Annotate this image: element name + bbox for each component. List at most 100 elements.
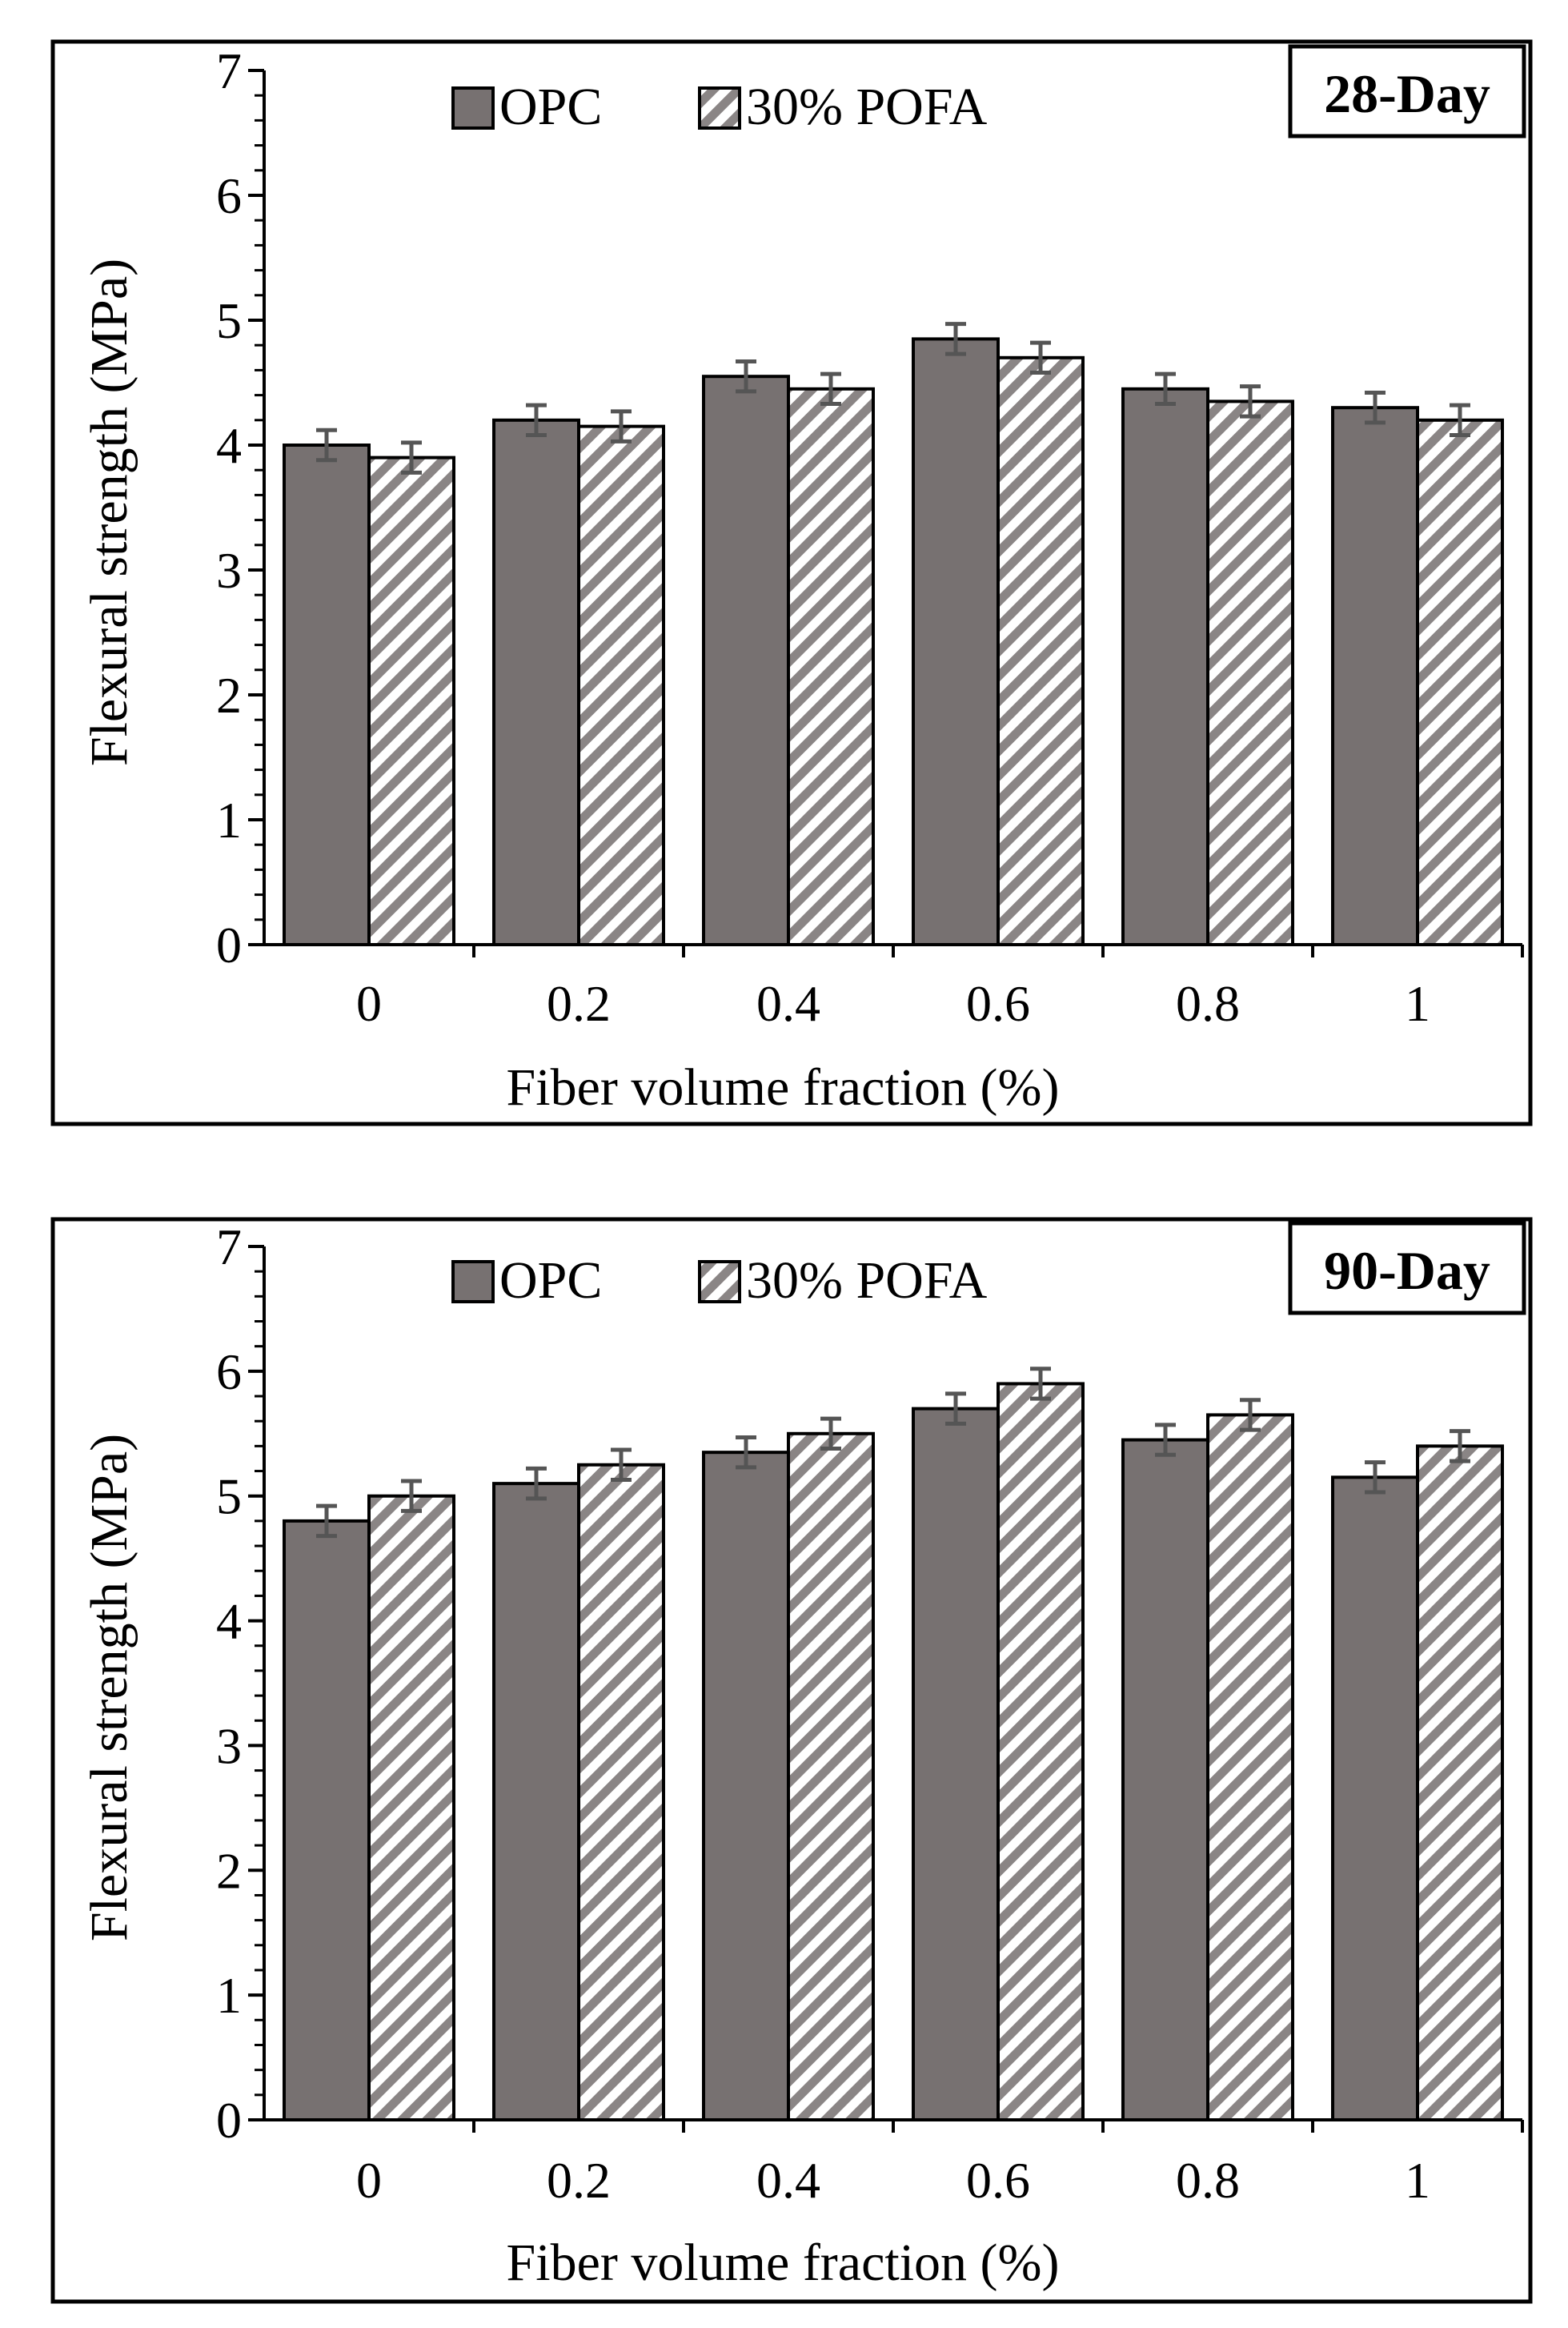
y-tick-label: 3 [216,1717,242,1774]
x-tick-label: 0.2 [547,975,611,1032]
error-bar [1365,1460,1386,1495]
y-axis-label: Flexural strength (MPa) [80,1434,138,1941]
x-tick-label: 0 [356,2152,382,2209]
y-tick-label: 3 [216,542,242,599]
bar-opc [1121,1438,1209,2122]
x-tick-labels: 0 0.2 0.4 0.6 0.8 1 [356,2152,1430,2209]
x-tick-label: 1 [1405,975,1430,1032]
bar-pofa [367,456,455,946]
bar-pofa [1206,1413,1294,2121]
bar-opc [1121,387,1209,946]
bar-pofa [1206,399,1294,946]
panel-label-box: 28-Day [1288,44,1526,138]
error-bar [526,403,547,438]
legend-swatch-opc [451,86,495,130]
y-tick-label: 2 [216,667,242,724]
panel-frame [50,39,1533,1126]
y-axis-label: Flexural strength (MPa) [80,259,138,766]
y-tick-label: 1 [216,792,242,849]
error-bar [401,440,422,475]
y-tick-label: 4 [216,417,242,474]
bar-pofa [787,387,875,946]
error-bar [736,359,756,394]
y-tick-label: 0 [216,917,242,973]
legend-swatch-opc [451,1260,495,1303]
bar-pofa [997,1382,1085,2121]
y-tick-label: 7 [216,42,242,99]
legend: OPC 30% POFA [451,1251,988,1310]
x-tick-label: 0.4 [756,975,820,1032]
axes [248,1245,1524,2133]
error-bar [611,1447,632,1482]
error-bar [1030,340,1051,375]
legend: OPC 30% POFA [451,78,988,136]
x-tick-label: 0.8 [1176,975,1240,1032]
bar-opc [1331,1475,1419,2121]
bar-pofa [1416,418,1504,946]
error-bar [1365,390,1386,425]
bar-opc [283,1519,371,2121]
bar-opc [702,375,790,946]
bar-pofa [1416,1444,1504,2122]
error-bar [945,1391,966,1426]
y-tick-label: 7 [216,1218,242,1275]
panel-frame [50,1217,1533,2304]
bar-pofa [787,1431,875,2122]
bar-pofa [577,1463,665,2121]
x-tick-label: 0.2 [547,2152,611,2209]
legend-label-pofa: 30% POFA [746,1251,988,1310]
axes [248,69,1524,957]
bar-opc [492,418,580,946]
x-axis-label: Fiber volume fraction (%) [507,2234,1060,2292]
x-tick-label: 0.4 [756,2152,820,2209]
y-tick-label: 1 [216,1967,242,2024]
error-bar [1155,371,1176,407]
chart-panel-90-day: 0 1 2 3 4 5 6 7 0 0.2 0.4 0.6 0.8 1 Flexural strengt… [50,1217,1533,2304]
error-bar [611,409,632,444]
y-tick-label: 6 [216,167,242,224]
panel-label: 90-Day [1324,1240,1490,1301]
bar-pofa [997,355,1085,946]
y-tick-labels: 0 1 2 3 4 5 6 7 [216,1218,242,2149]
y-tick-label: 2 [216,1842,242,1899]
error-bar [1030,1367,1051,1401]
legend-label-pofa: 30% POFA [746,78,988,136]
bars [283,337,1504,946]
error-bar [316,1503,337,1539]
panel-label: 28-Day [1324,63,1490,124]
x-tick-label: 0.6 [966,2152,1030,2209]
y-tick-label: 4 [216,1593,242,1650]
error-bar [316,427,337,463]
legend-label-opc: OPC [499,78,602,136]
error-bar [1240,1398,1261,1432]
x-tick-label: 0.8 [1176,2152,1240,2209]
bar-pofa [577,424,665,946]
y-tick-label: 5 [216,292,242,349]
chart-panel-28-day: 0 1 2 3 4 5 6 7 0 0.2 0.4 0.6 0.8 1 Flexural strengt… [50,39,1533,1126]
error-bar [945,322,966,356]
x-tick-label: 1 [1405,2152,1430,2209]
error-bar [1450,1429,1470,1463]
legend-label-opc: OPC [499,1251,602,1310]
y-tick-label: 6 [216,1343,242,1400]
y-tick-label: 5 [216,1468,242,1525]
legend-swatch-pofa [698,1260,741,1303]
bar-opc [283,444,371,946]
error-bar [1155,1423,1176,1457]
x-tick-labels: 0 0.2 0.4 0.6 0.8 1 [356,975,1430,1032]
bar-opc [912,1407,1000,2121]
error-bar [736,1435,756,1470]
error-bars [316,1367,1470,1539]
error-bar [401,1479,422,1513]
error-bar [820,1416,841,1451]
bar-opc [1331,406,1419,946]
error-bar [820,371,841,407]
bar-opc [702,1451,790,2121]
error-bar [526,1466,547,1501]
error-bar [1240,384,1261,419]
error-bars [316,322,1470,475]
bar-opc [912,337,1000,946]
panel-label-box: 90-Day [1288,1221,1526,1315]
x-tick-label: 0.6 [966,975,1030,1032]
